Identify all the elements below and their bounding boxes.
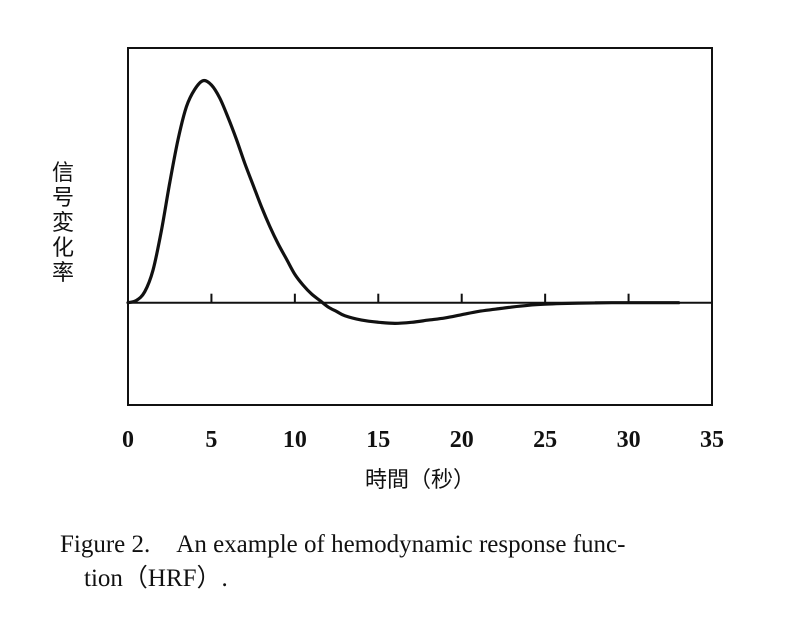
x-tick-label: 10 — [283, 427, 307, 453]
x-tick-label: 15 — [366, 427, 390, 453]
y-axis-label-char: 化 — [52, 236, 74, 261]
caption-text-line2: tion（HRF）. — [84, 565, 228, 592]
y-axis-label-char: 信 — [52, 161, 74, 186]
caption-label: Figure 2. — [60, 531, 151, 558]
y-axis-label-char: 率 — [52, 261, 74, 286]
x-tick-labels: 0 5 10 15 20 25 30 35 — [122, 427, 724, 453]
x-tick-label: 0 — [122, 427, 134, 453]
x-tick-label: 30 — [617, 427, 641, 453]
y-axis-label-char: 号 — [52, 186, 74, 211]
hrf-curve — [126, 78, 681, 325]
figure-caption: Figure 2. An example of hemodynamic respo… — [60, 528, 760, 596]
x-tick-label: 20 — [450, 427, 474, 453]
y-axis-label-char: 変 — [52, 211, 74, 236]
x-tick-label: 35 — [700, 427, 724, 453]
caption-text-line1: An example of hemodynamic response func- — [176, 531, 626, 558]
x-axis-label: 時間（秒） — [365, 468, 475, 493]
plot-frame — [127, 47, 713, 406]
x-ticks — [210, 293, 630, 303]
x-tick-label: 5 — [205, 427, 217, 453]
x-tick-label: 25 — [533, 427, 557, 453]
